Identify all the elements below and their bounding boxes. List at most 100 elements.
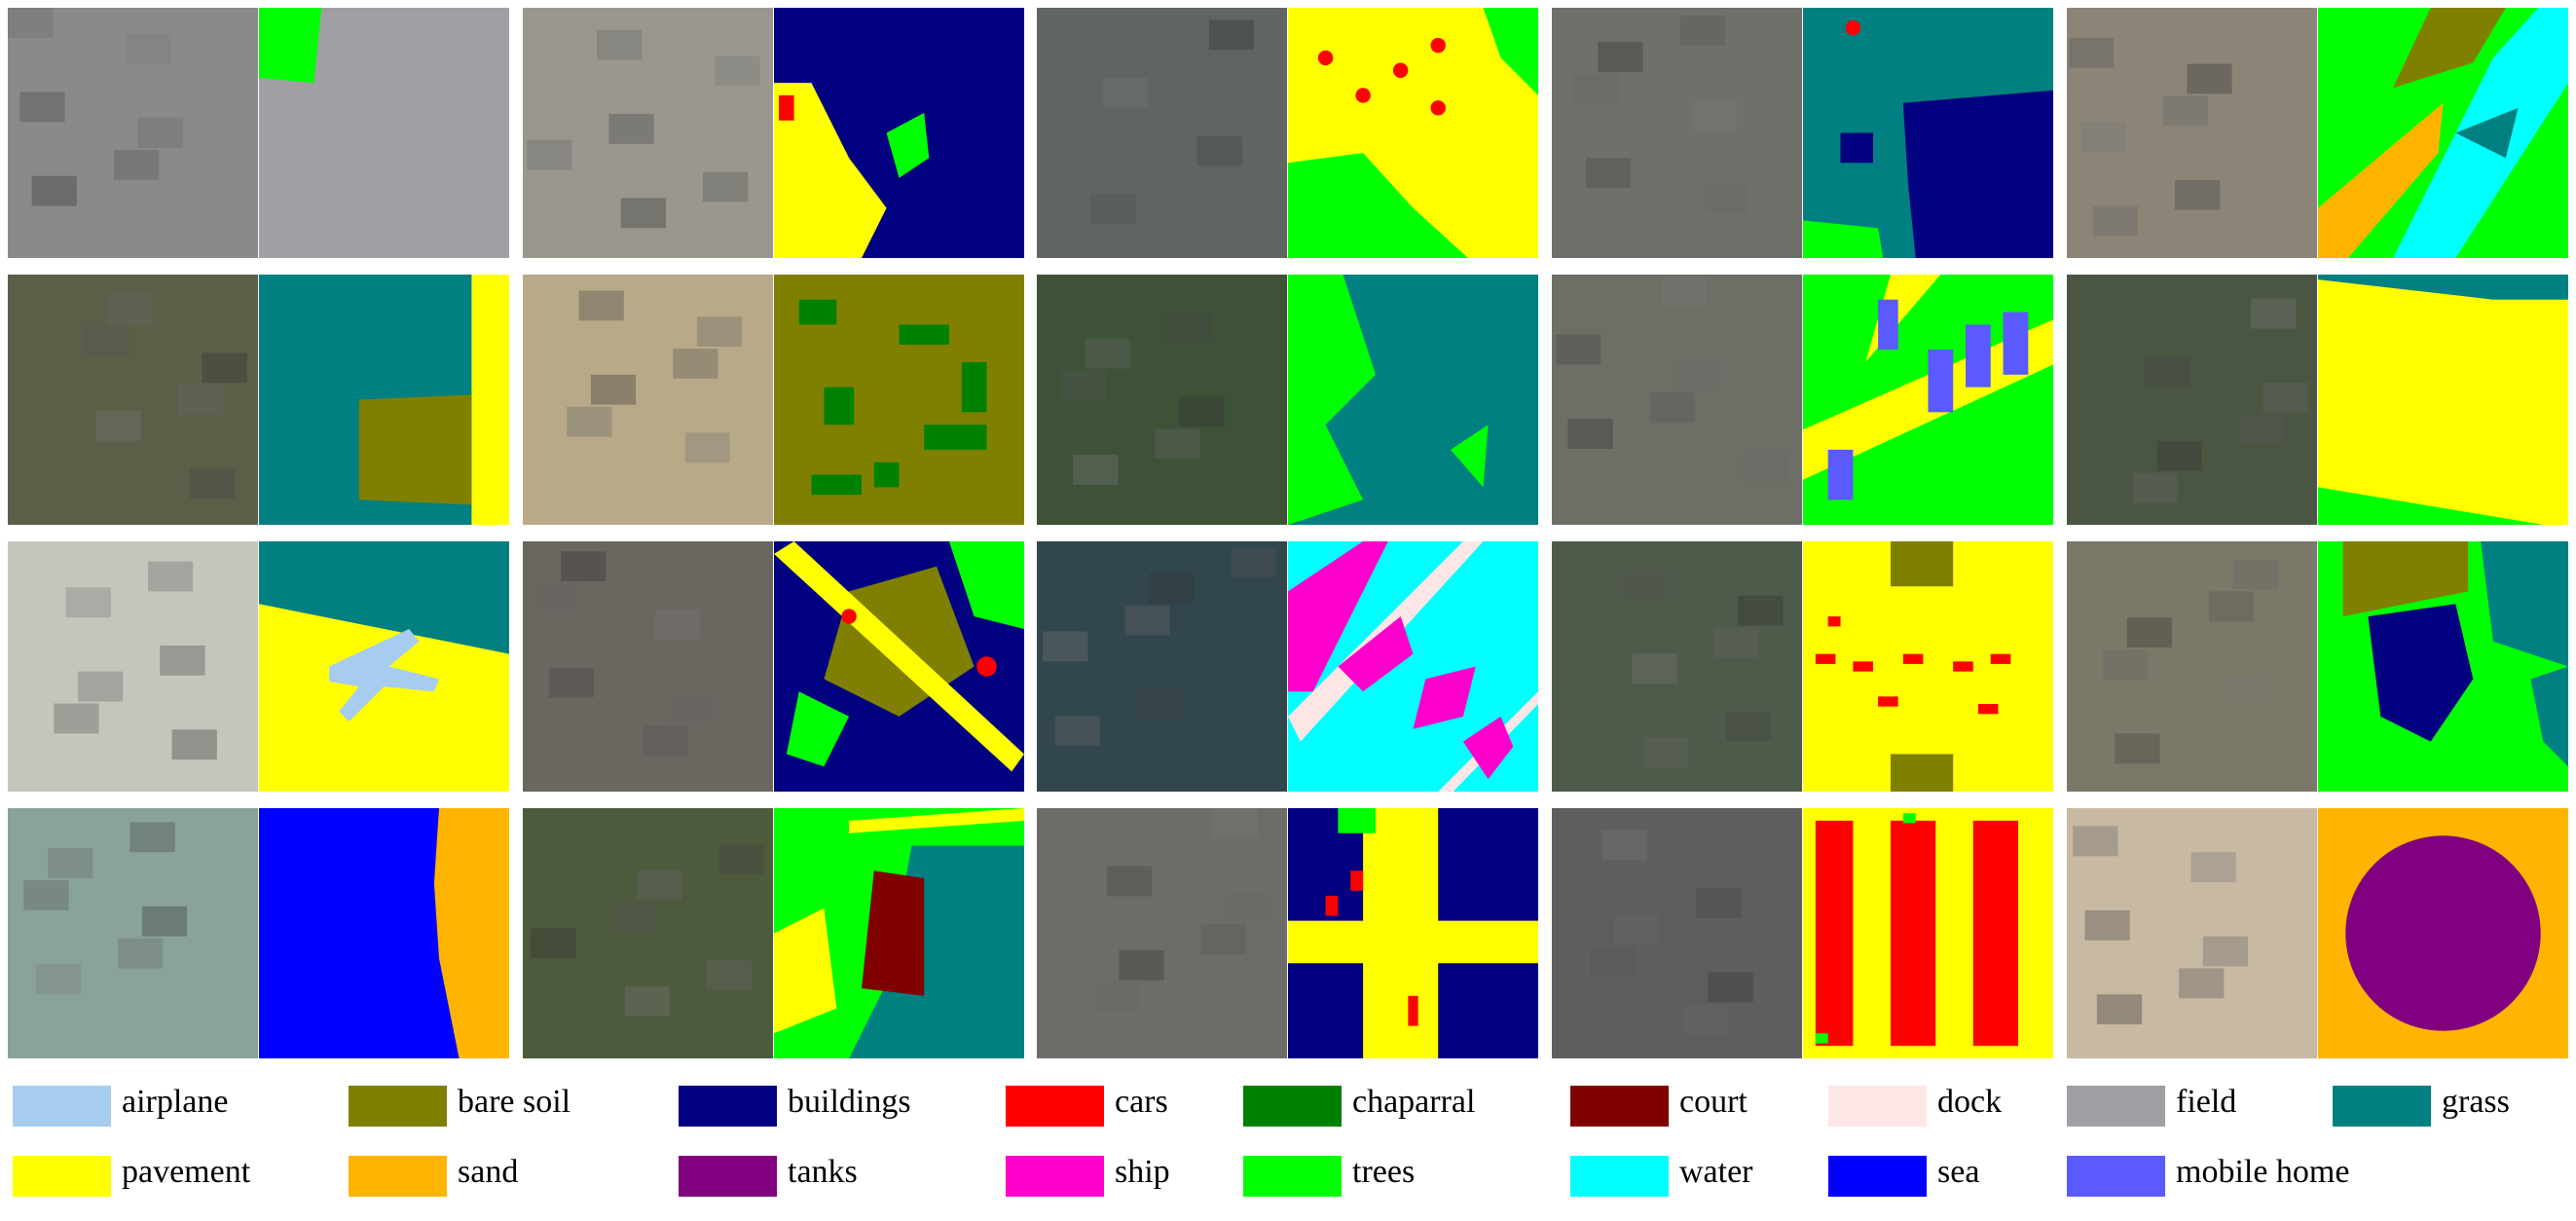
photo-texture (1738, 595, 1784, 626)
mask-region (2003, 312, 2029, 375)
segmentation-mask (1288, 275, 1538, 525)
photo-bg (2067, 275, 2317, 525)
legend-label: pavement (122, 1154, 251, 1190)
photo-texture (137, 118, 183, 148)
photo-texture (561, 551, 607, 582)
photo-texture (1155, 428, 1200, 460)
legend-swatch (349, 1156, 447, 1197)
photo-texture (65, 587, 111, 618)
legend-swatch (1570, 1156, 1669, 1197)
mask-region (2318, 275, 2568, 300)
mask-region (1288, 541, 1388, 692)
mask-region (1462, 716, 1514, 780)
segmentation-mask (2318, 8, 2568, 258)
photo-texture (1119, 949, 1164, 980)
photo-texture (620, 198, 667, 229)
photo-bg (523, 541, 773, 792)
photo-texture (1704, 183, 1749, 214)
photo-texture (1149, 573, 1195, 604)
photo-texture (2092, 205, 2138, 237)
segmentation-mask (2318, 541, 2568, 792)
photo-bg (1037, 541, 1287, 792)
legend-swatch (13, 1086, 111, 1127)
mask-region (2368, 604, 2474, 742)
photo-texture (1200, 924, 1246, 955)
mask-region (358, 394, 472, 505)
legend-swatch (1570, 1086, 1669, 1127)
photo-texture (548, 667, 594, 698)
mask-region (976, 656, 997, 677)
photo-texture (1115, 162, 1160, 193)
mask-region (1840, 132, 1873, 164)
photo-texture (2115, 733, 2160, 764)
photo-bg (2067, 808, 2317, 1058)
photo-bg (1552, 808, 1802, 1058)
aerial-photo (1552, 275, 1802, 525)
photo-texture (1573, 73, 1619, 104)
photo-texture (2179, 968, 2225, 999)
legend-swatch (2067, 1086, 2165, 1127)
aerial-photo (8, 541, 258, 792)
photo-texture (2202, 936, 2249, 967)
mask-region (2345, 835, 2541, 1031)
photo-texture (1090, 194, 1136, 225)
photo-texture (1106, 866, 1153, 897)
photo-texture (612, 902, 658, 933)
legend-swatch (1006, 1086, 1104, 1127)
photo-texture (2069, 37, 2115, 68)
photo-texture (703, 171, 749, 203)
photo-texture (107, 294, 154, 325)
mask-region (1902, 90, 2053, 258)
photo-texture (113, 149, 160, 180)
legend-swatch (679, 1086, 777, 1127)
photo-texture (202, 352, 247, 384)
photo-bg (523, 8, 773, 258)
photo-texture (1713, 627, 1759, 658)
aerial-photo (8, 275, 258, 525)
legend-swatch (1828, 1156, 1927, 1197)
mask-region (961, 361, 987, 413)
mask-region (1350, 870, 1364, 891)
photo-texture (95, 410, 141, 441)
mask-region (1288, 808, 1538, 1058)
legend-label: field (2176, 1084, 2236, 1120)
segmentation-mask (774, 808, 1024, 1058)
mask-region (1392, 62, 1409, 78)
photo-texture (48, 848, 93, 878)
mask-region (786, 691, 850, 767)
mask-region (1317, 50, 1334, 66)
mask-region (924, 425, 987, 450)
photo-texture (637, 870, 682, 901)
aerial-photo (8, 808, 258, 1058)
mask-region (1845, 19, 1861, 36)
mask-region (862, 870, 925, 996)
photo-texture (1601, 830, 1647, 861)
aerial-photo (523, 275, 773, 525)
photo-texture (673, 349, 718, 379)
photo-texture (8, 8, 54, 38)
aerial-photo (1037, 541, 1287, 792)
photo-texture (1585, 158, 1632, 189)
photo-texture (1166, 313, 1212, 343)
legend-label: bare soil (458, 1084, 570, 1120)
segmentation-mask (774, 8, 1024, 258)
mask-region (841, 609, 857, 624)
photo-texture (1196, 135, 1242, 166)
legend-swatch (1828, 1086, 1927, 1127)
photo-texture (1567, 419, 1613, 449)
photo-texture (1094, 981, 1140, 1013)
legend-swatch (679, 1156, 777, 1197)
mask-region (849, 808, 1024, 833)
photo-bg (523, 275, 773, 525)
legend-label: mobile home (2176, 1154, 2349, 1190)
legend-swatch (1006, 1156, 1104, 1197)
photo-texture (1632, 653, 1677, 684)
aerial-photo (1037, 275, 1287, 525)
legend-label: tanks (788, 1154, 858, 1190)
aerial-photo (523, 8, 773, 258)
mask-region (774, 541, 1024, 772)
mask-region (1408, 995, 1418, 1026)
photo-texture (684, 432, 730, 463)
photo-texture (77, 671, 124, 702)
photo-texture (129, 822, 175, 853)
